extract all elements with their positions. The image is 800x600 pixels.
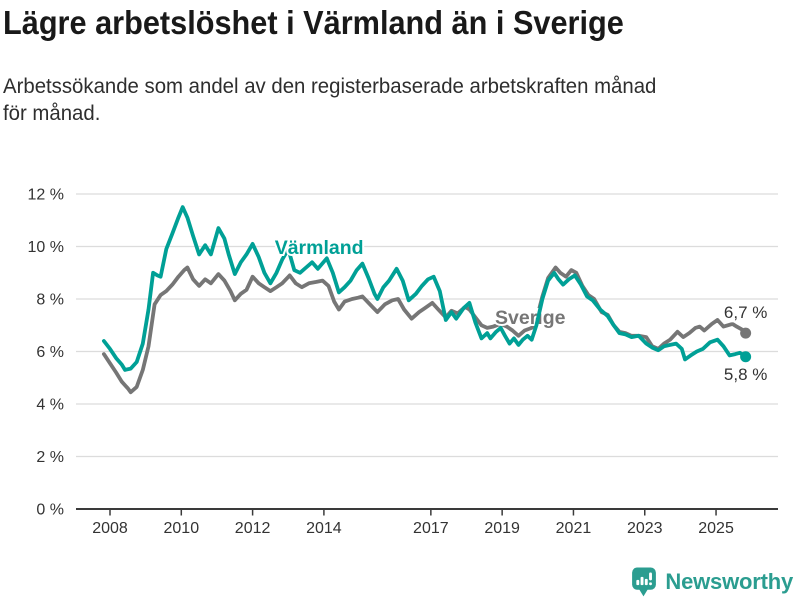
x-tick-label: 2023 xyxy=(627,520,663,537)
x-tick-label: 2025 xyxy=(698,520,734,537)
y-tick-label: 0 % xyxy=(36,502,64,519)
series-name-label: Värmland xyxy=(275,237,364,259)
brand-name: Newsworthy xyxy=(665,569,793,594)
subtitle-line-1: Arbetssökande som andel av den registerb… xyxy=(3,75,657,98)
x-tick-label: 2010 xyxy=(164,520,200,537)
series-line xyxy=(102,265,748,395)
y-tick-label: 6 % xyxy=(36,344,64,361)
subtitle-line-2: för månad. xyxy=(3,102,101,126)
logo-exclamation-dot xyxy=(649,582,653,586)
x-tick-label: 2008 xyxy=(92,520,128,537)
newsworthy-logo-icon xyxy=(632,567,657,597)
x-tick-label: 2012 xyxy=(235,520,271,537)
y-tick-label: 4 % xyxy=(36,397,64,414)
series-line xyxy=(102,205,748,372)
line-chart: 0 % 2 % 4 % 6 % 8 % 10 % 12 % 2008 2010 2012 2014 2… xyxy=(0,170,800,550)
x-tick-label: 2017 xyxy=(413,520,449,537)
series-vrmland: 5,8 % Värmland xyxy=(102,205,769,386)
y-tick-label: 2 % xyxy=(36,449,64,466)
logo-bar-3 xyxy=(645,578,649,586)
x-tick-label: 2014 xyxy=(306,520,342,537)
x-tick-label: 2019 xyxy=(484,520,520,537)
page-title: Lägre arbetslöshet i Värmland än i Sveri… xyxy=(3,4,624,41)
series-name-label: Sverige xyxy=(495,307,566,329)
x-axis: 2008 2010 2012 2014 2017 2019 2021 2023 2025 xyxy=(92,509,734,537)
logo-bar-2 xyxy=(640,576,644,586)
y-tick-label: 12 % xyxy=(28,187,64,204)
logo-bar-1 xyxy=(636,579,640,586)
y-grid xyxy=(76,193,778,510)
y-tick-label: 10 % xyxy=(28,239,64,256)
series-end-value-label: 6,7 % xyxy=(724,303,767,322)
x-tick-label: 2021 xyxy=(556,520,592,537)
y-axis-labels: 0 % 2 % 4 % 6 % 8 % 10 % 12 % xyxy=(28,187,64,519)
series-end-dot xyxy=(740,327,752,339)
logo-exclamation-icon xyxy=(649,572,653,581)
series-end-dot xyxy=(740,351,752,363)
brand-footer: Newsworthy xyxy=(631,567,793,597)
unemployment-chart-svg: 0 %2 %4 %6 %8 %10 %12 %2008 2010 2012 2014 2… xyxy=(28,187,778,537)
series-end-value-label: 5,8 % xyxy=(724,365,767,384)
y-tick-label: 8 % xyxy=(36,292,64,309)
chart-subtitle: Arbetssökande som andel av den registerb… xyxy=(3,73,656,128)
series-sverige: 6,7 % Sverige xyxy=(102,265,769,395)
